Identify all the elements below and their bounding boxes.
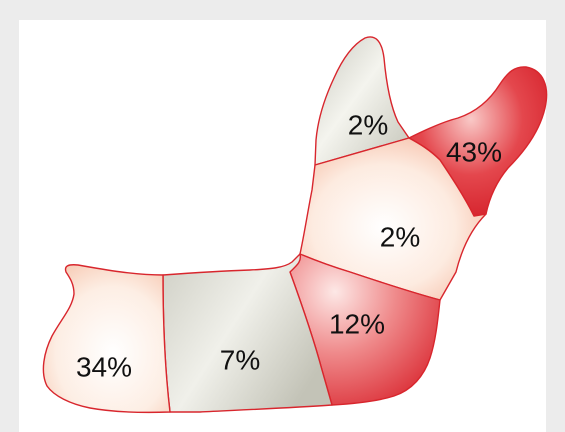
label-ramus: 2% bbox=[380, 221, 420, 252]
label-body: 7% bbox=[220, 344, 260, 375]
label-angle: 12% bbox=[329, 308, 385, 339]
label-symphysis: 34% bbox=[76, 351, 132, 382]
label-coronoid: 2% bbox=[348, 109, 388, 140]
label-condyle: 43% bbox=[446, 136, 502, 167]
region-symphysis bbox=[42, 264, 171, 414]
region-coronoid bbox=[314, 36, 410, 166]
